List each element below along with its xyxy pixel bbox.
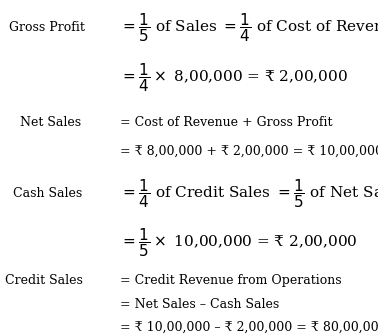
Text: $= \dfrac{1}{4}$ of Credit Sales $= \dfrac{1}{5}$ of Net Sales: $= \dfrac{1}{4}$ of Credit Sales $= \dfr… [121,177,378,210]
Text: = Net Sales – Cash Sales: = Net Sales – Cash Sales [121,298,280,311]
Text: $= \dfrac{1}{4} \times$ 8,00,000 = ₹ 2,00,000: $= \dfrac{1}{4} \times$ 8,00,000 = ₹ 2,0… [121,61,348,93]
Text: Gross Profit: Gross Profit [9,21,85,35]
Text: Net Sales: Net Sales [20,116,82,129]
Text: $= \dfrac{1}{5}$ of Sales $= \dfrac{1}{4}$ of Cost of Revenue: $= \dfrac{1}{5}$ of Sales $= \dfrac{1}{4… [121,12,378,44]
Text: = ₹ 8,00,000 + ₹ 2,00,000 = ₹ 10,00,000: = ₹ 8,00,000 + ₹ 2,00,000 = ₹ 10,00,000 [121,145,378,158]
Text: $= \dfrac{1}{5} \times$ 10,00,000 = ₹ 2,00,000: $= \dfrac{1}{5} \times$ 10,00,000 = ₹ 2,… [121,226,358,259]
Text: Credit Sales: Credit Sales [5,274,82,287]
Text: = ₹ 10,00,000 – ₹ 2,00,000 = ₹ 80,00,000: = ₹ 10,00,000 – ₹ 2,00,000 = ₹ 80,00,000 [121,321,378,334]
Text: = Credit Revenue from Operations: = Credit Revenue from Operations [121,274,342,287]
Text: = Cost of Revenue + Gross Profit: = Cost of Revenue + Gross Profit [121,116,333,129]
Text: Cash Sales: Cash Sales [13,187,82,200]
